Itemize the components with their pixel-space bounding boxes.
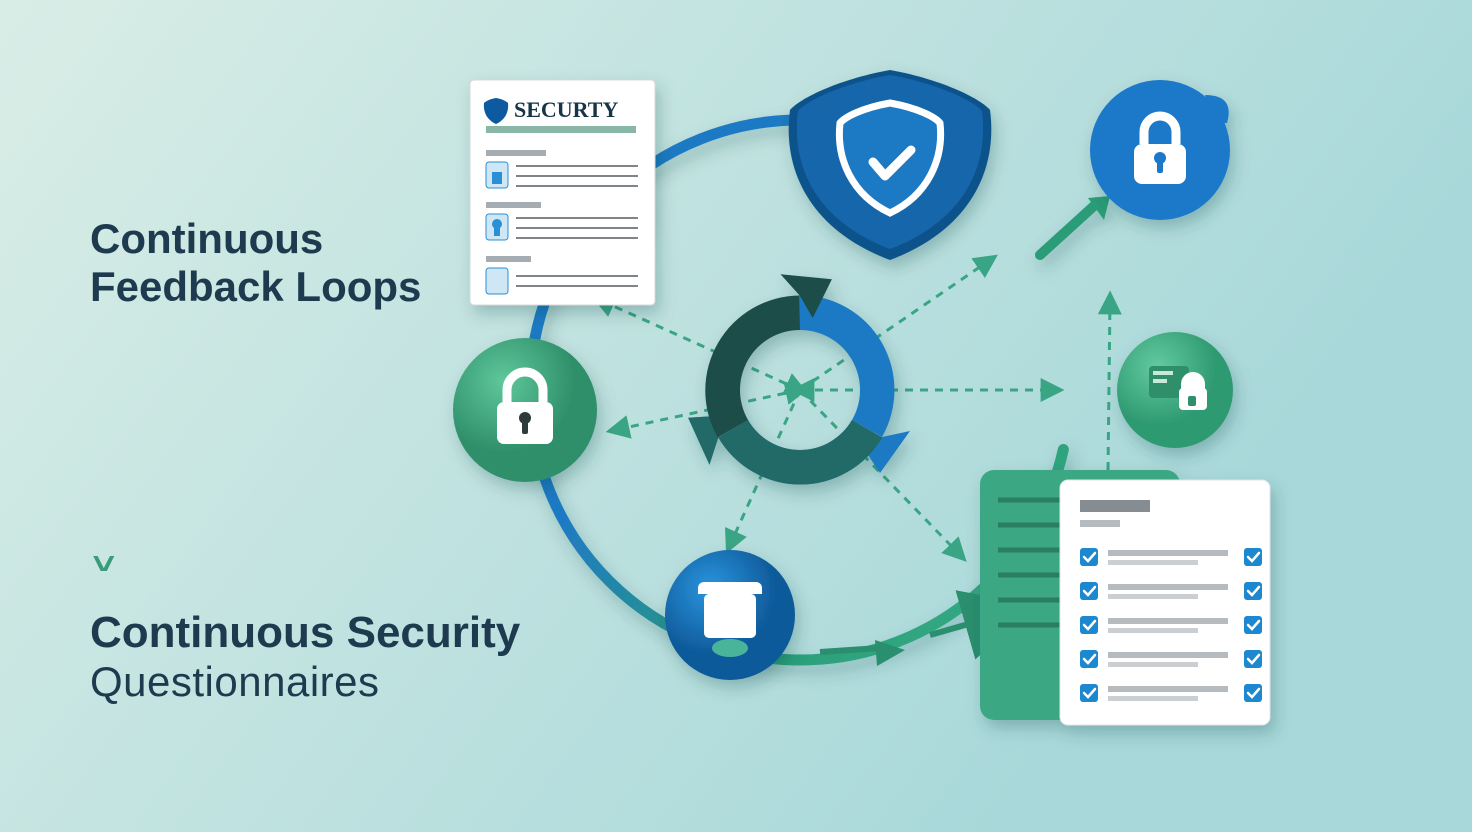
title-feedback-loops: Continuous Feedback Loops [90,215,421,311]
lock-bubble-topright [1090,80,1230,220]
icon-circle-bottom [665,550,795,680]
doc-title: SECURTY [514,97,618,122]
icon-circle-right [1117,332,1233,448]
title-line: Questionnaires [90,658,520,706]
title-line: Continuous Security [90,608,520,658]
diagram-svg: SECURTY [0,0,1472,832]
title-line: Feedback Loops [90,263,421,311]
lock-circle-left [453,338,597,482]
chevron-down-icon: ˅ [92,548,115,582]
checklist-card [980,470,1270,725]
title-line: Continuous [90,215,421,263]
title-security-questionnaires: Continuous Security Questionnaires [90,608,520,706]
infographic-canvas: SECURTY [0,0,1472,832]
security-document: SECURTY [470,80,655,305]
